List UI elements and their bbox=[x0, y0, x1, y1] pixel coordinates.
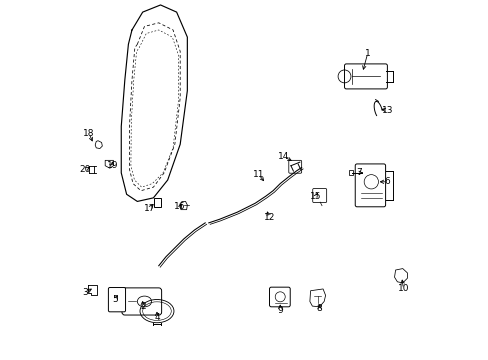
Text: 15: 15 bbox=[309, 192, 321, 201]
Text: 8: 8 bbox=[316, 304, 322, 313]
Text: 3: 3 bbox=[82, 288, 88, 297]
Bar bbox=[154, 198, 161, 207]
Text: 7: 7 bbox=[355, 168, 361, 177]
Bar bbox=[348, 170, 352, 175]
FancyBboxPatch shape bbox=[122, 288, 162, 315]
Text: 5: 5 bbox=[112, 295, 118, 304]
Polygon shape bbox=[95, 141, 102, 149]
Text: 19: 19 bbox=[106, 161, 118, 170]
Text: 9: 9 bbox=[277, 306, 283, 315]
Text: 2: 2 bbox=[140, 302, 145, 311]
FancyBboxPatch shape bbox=[344, 64, 386, 89]
Text: 20: 20 bbox=[80, 165, 91, 174]
Polygon shape bbox=[394, 269, 407, 283]
Text: 10: 10 bbox=[397, 284, 408, 293]
Text: 16: 16 bbox=[174, 202, 185, 211]
Text: 13: 13 bbox=[381, 106, 392, 115]
Text: 6: 6 bbox=[384, 177, 389, 186]
FancyBboxPatch shape bbox=[354, 164, 385, 207]
Polygon shape bbox=[309, 289, 325, 307]
FancyBboxPatch shape bbox=[312, 189, 326, 203]
FancyBboxPatch shape bbox=[108, 288, 125, 312]
FancyBboxPatch shape bbox=[269, 287, 290, 307]
FancyBboxPatch shape bbox=[288, 160, 301, 173]
Text: 18: 18 bbox=[83, 129, 95, 138]
Text: 4: 4 bbox=[154, 313, 160, 322]
Text: 12: 12 bbox=[264, 213, 275, 222]
Text: 14: 14 bbox=[278, 152, 289, 161]
Text: 17: 17 bbox=[144, 204, 155, 213]
Polygon shape bbox=[105, 160, 113, 168]
Text: 1: 1 bbox=[364, 49, 370, 58]
Text: 11: 11 bbox=[252, 170, 264, 179]
